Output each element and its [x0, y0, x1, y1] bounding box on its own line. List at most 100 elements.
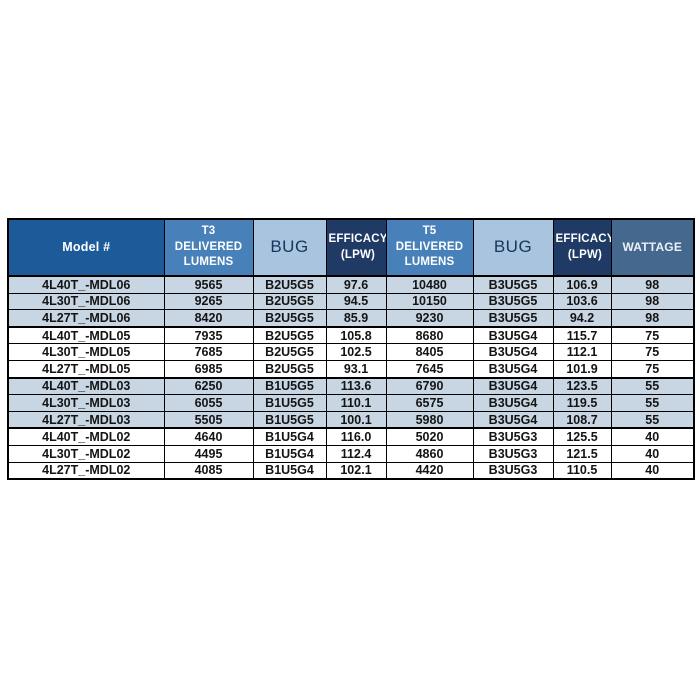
cell-bug1: B1U5G4	[252, 427, 327, 446]
table-row-4L27T_-MDL05: 4L27T_-MDL05 6985 B2U5G5 93.1 7645 B3U5G4 101.…	[7, 359, 695, 379]
cell-eff1: 85.9	[325, 309, 387, 328]
cell-t5: 8680	[385, 326, 474, 345]
table-row-4L40T_-MDL05: 4L40T_-MDL05 7935 B2U5G5 105.8 8680 B3U5G4 115…	[7, 326, 695, 345]
spec-table-header: Model # T3 DELIVERED LUMENS BUG EFFICACY (L…	[7, 218, 695, 277]
cell-bug1: B1U5G5	[252, 377, 327, 396]
cell-wattage: 75	[610, 326, 695, 345]
cell-t3: 7685	[163, 343, 254, 361]
header-row: Model # T3 DELIVERED LUMENS BUG EFFICACY (L…	[7, 218, 695, 277]
cell-wattage: 75	[610, 343, 695, 361]
cell-eff1: 110.1	[325, 394, 387, 412]
cell-t3: 4640	[163, 427, 254, 446]
cell-t3: 8420	[163, 309, 254, 328]
column-header-label: Model #	[62, 240, 111, 255]
cell-eff1: 100.1	[325, 410, 387, 430]
table-row-4L40T_-MDL02: 4L40T_-MDL02 4640 B1U5G4 116.0 5020 B3U5G3 125…	[7, 427, 695, 446]
cell-eff1: 97.6	[325, 275, 387, 294]
cell-t3: 9565	[163, 275, 254, 294]
cell-model: 4L27T_-MDL05	[7, 359, 165, 379]
cell-eff1: 112.4	[325, 444, 387, 463]
column-header-bug2: BUG	[472, 218, 554, 277]
cell-t3: 6985	[163, 359, 254, 379]
cell-t5: 4420	[385, 461, 474, 481]
cell-t3: 4495	[163, 444, 254, 463]
cell-eff2: 115.7	[552, 326, 612, 345]
column-header-label: T3 DELIVERED LUMENS	[174, 225, 243, 269]
column-header-t5: T5 DELIVERED LUMENS	[385, 218, 474, 277]
cell-t3: 4085	[163, 461, 254, 481]
cell-wattage: 75	[610, 359, 695, 379]
table-row-4L27T_-MDL02: 4L27T_-MDL02 4085 B1U5G4 102.1 4420 B3U5G3 110…	[7, 461, 695, 481]
cell-eff1: 102.5	[325, 343, 387, 361]
cell-bug1: B2U5G5	[252, 292, 327, 311]
cell-eff1: 93.1	[325, 359, 387, 379]
cell-eff2: 112.1	[552, 343, 612, 361]
cell-t5: 4860	[385, 444, 474, 463]
table-row-4L40T_-MDL06: 4L40T_-MDL06 9565 B2U5G5 97.6 10480 B3U5G5 106…	[7, 275, 695, 294]
column-header-label: T5 DELIVERED LUMENS	[395, 225, 464, 269]
column-header-wattage: WATTAGE	[610, 218, 695, 277]
cell-t5: 6790	[385, 377, 474, 396]
column-header-t3: T3 DELIVERED LUMENS	[163, 218, 254, 277]
cell-eff2: 119.5	[552, 394, 612, 412]
cell-eff2: 103.6	[552, 292, 612, 311]
cell-bug2: B3U5G5	[472, 309, 554, 328]
cell-bug1: B2U5G5	[252, 343, 327, 361]
cell-bug1: B1U5G5	[252, 394, 327, 412]
cell-wattage: 55	[610, 410, 695, 430]
cell-bug1: B1U5G4	[252, 444, 327, 463]
cell-eff1: 105.8	[325, 326, 387, 345]
cell-model: 4L27T_-MDL06	[7, 309, 165, 328]
table-row-4L27T_-MDL06: 4L27T_-MDL06 8420 B2U5G5 85.9 9230 B3U5G5 94.2…	[7, 309, 695, 328]
cell-eff2: 121.5	[552, 444, 612, 463]
table-row-4L30T_-MDL03: 4L30T_-MDL03 6055 B1U5G5 110.1 6575 B3U5G4 119…	[7, 394, 695, 412]
cell-eff1: 113.6	[325, 377, 387, 396]
cell-eff1: 94.5	[325, 292, 387, 311]
cell-bug2: B3U5G4	[472, 343, 554, 361]
cell-eff2: 125.5	[552, 427, 612, 446]
cell-model: 4L30T_-MDL03	[7, 394, 165, 412]
cell-wattage: 40	[610, 427, 695, 446]
spec-table-body: 4L40T_-MDL06 9565 B2U5G5 97.6 10480 B3U5G5 106…	[7, 275, 695, 481]
cell-wattage: 55	[610, 377, 695, 396]
cell-wattage: 40	[610, 461, 695, 481]
cell-t3: 5505	[163, 410, 254, 430]
cell-t3: 6250	[163, 377, 254, 396]
cell-eff1: 116.0	[325, 427, 387, 446]
cell-bug2: B3U5G3	[472, 461, 554, 481]
cell-model: 4L40T_-MDL06	[7, 275, 165, 294]
cell-t5: 10150	[385, 292, 474, 311]
cell-bug2: B3U5G4	[472, 394, 554, 412]
table-row-4L30T_-MDL02: 4L30T_-MDL02 4495 B1U5G4 112.4 4860 B3U5G3 121…	[7, 444, 695, 463]
cell-bug2: B3U5G4	[472, 359, 554, 379]
spec-table: Model # T3 DELIVERED LUMENS BUG EFFICACY (L…	[7, 218, 695, 481]
column-header-label: BUG	[270, 237, 309, 257]
spec-table-container: Model # T3 DELIVERED LUMENS BUG EFFICACY (L…	[7, 218, 695, 481]
cell-bug2: B3U5G3	[472, 444, 554, 463]
cell-t3: 9265	[163, 292, 254, 311]
cell-bug2: B3U5G3	[472, 427, 554, 446]
cell-bug1: B2U5G5	[252, 275, 327, 294]
cell-t3: 6055	[163, 394, 254, 412]
cell-t5: 5020	[385, 427, 474, 446]
cell-model: 4L30T_-MDL02	[7, 444, 165, 463]
cell-bug2: B3U5G4	[472, 326, 554, 345]
cell-model: 4L30T_-MDL05	[7, 343, 165, 361]
cell-eff2: 94.2	[552, 309, 612, 328]
cell-wattage: 40	[610, 444, 695, 463]
column-header-bug1: BUG	[252, 218, 327, 277]
cell-wattage: 55	[610, 394, 695, 412]
cell-model: 4L40T_-MDL02	[7, 427, 165, 446]
cell-t5: 6575	[385, 394, 474, 412]
cell-bug1: B1U5G4	[252, 461, 327, 481]
cell-eff2: 101.9	[552, 359, 612, 379]
cell-bug2: B3U5G5	[472, 292, 554, 311]
cell-t5: 10480	[385, 275, 474, 294]
cell-eff2: 106.9	[552, 275, 612, 294]
cell-bug1: B2U5G5	[252, 309, 327, 328]
cell-t5: 9230	[385, 309, 474, 328]
table-row-4L30T_-MDL06: 4L30T_-MDL06 9265 B2U5G5 94.5 10150 B3U5G5 103…	[7, 292, 695, 311]
column-header-label: EFFICACY (LPW)	[555, 232, 611, 261]
cell-wattage: 98	[610, 292, 695, 311]
